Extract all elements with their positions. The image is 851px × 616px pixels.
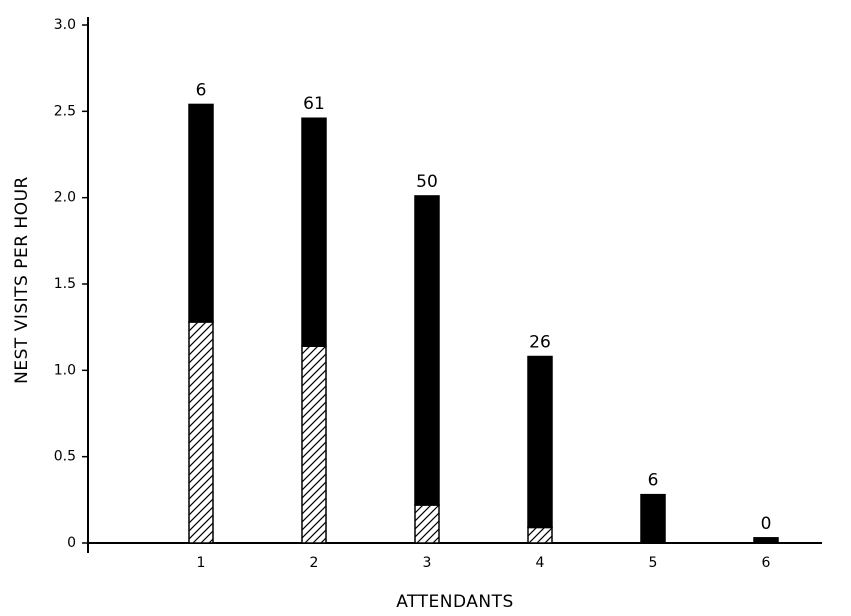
bar-segment bbox=[640, 493, 666, 544]
y-tick-label: 1.0 bbox=[54, 362, 76, 378]
y-tick-label: 1.5 bbox=[54, 276, 76, 292]
bar-segment bbox=[527, 526, 553, 544]
x-tick-label: 2 bbox=[310, 555, 319, 571]
bar-annotation: 6 bbox=[196, 80, 207, 100]
bar-annotation: 0 bbox=[761, 514, 772, 534]
bar-segment bbox=[527, 355, 553, 529]
y-tick-label: 2.5 bbox=[54, 103, 76, 119]
bar-segment bbox=[753, 537, 779, 544]
x-tick-label: 5 bbox=[649, 555, 658, 571]
bar-segment bbox=[188, 103, 214, 323]
y-tick-label: 2.0 bbox=[54, 190, 76, 206]
bar-annotation: 6 bbox=[648, 471, 659, 491]
bar-segment bbox=[301, 117, 327, 347]
x-tick-label: 1 bbox=[197, 555, 206, 571]
bar-annotation: 26 bbox=[529, 333, 551, 353]
x-tick-label: 3 bbox=[423, 555, 432, 571]
x-tick-label: 6 bbox=[762, 555, 771, 571]
y-axis-label: NEST VISITS PER HOUR bbox=[12, 176, 32, 384]
bar-segment bbox=[188, 321, 214, 544]
bar-annotation: 61 bbox=[303, 94, 325, 114]
bar-segment bbox=[301, 345, 327, 544]
bar-annotation: 50 bbox=[416, 172, 438, 192]
y-tick-label: 0 bbox=[67, 535, 76, 551]
x-tick-label: 4 bbox=[536, 555, 545, 571]
y-tick-label: 0.5 bbox=[54, 449, 76, 465]
bar-segment bbox=[414, 195, 440, 506]
bar-segment bbox=[414, 504, 440, 544]
x-axis-label: ATTENDANTS bbox=[396, 592, 514, 612]
y-tick-label: 3.0 bbox=[54, 17, 76, 33]
